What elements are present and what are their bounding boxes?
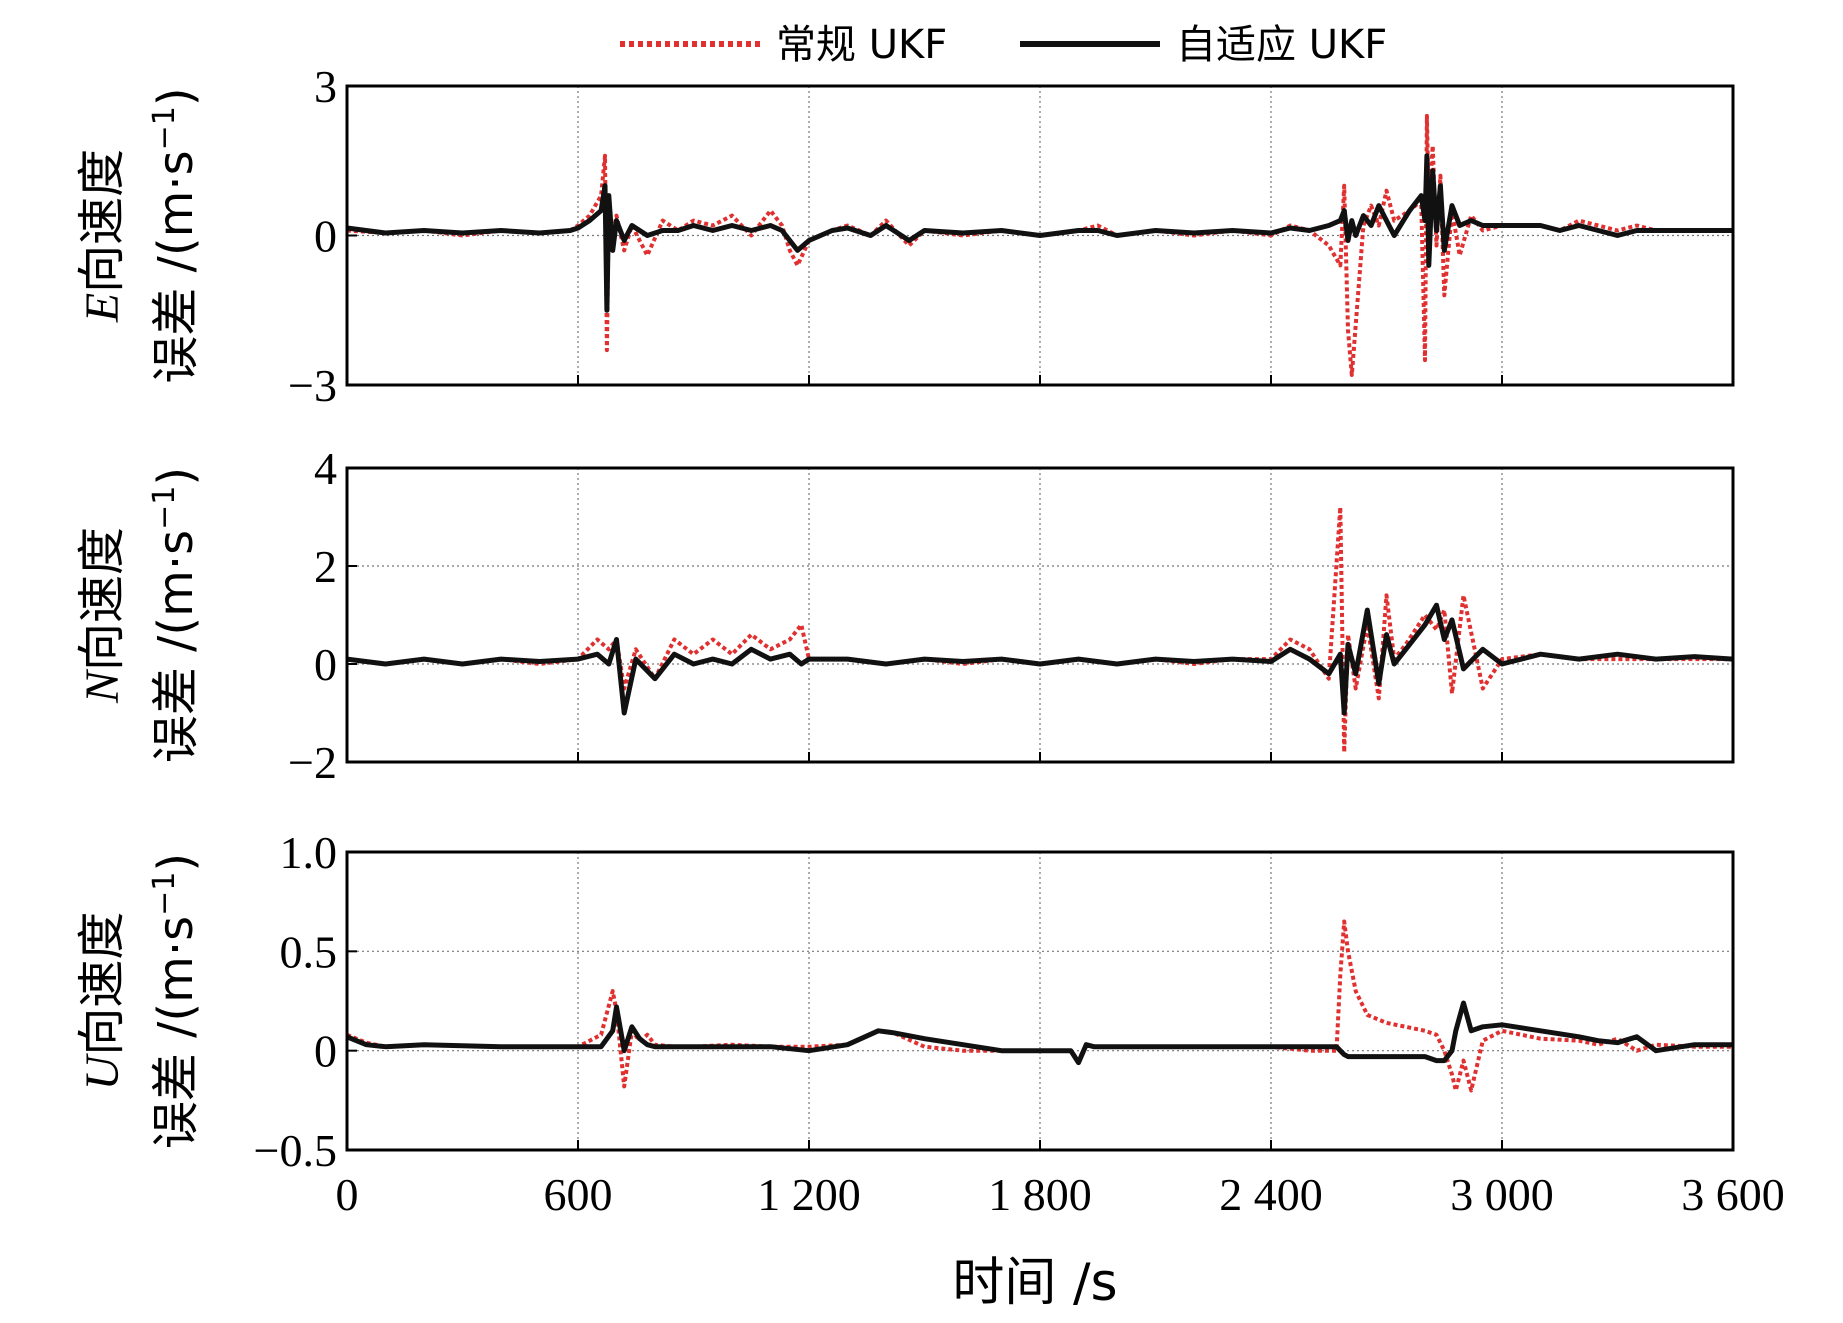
y-axis-label-line-1: U向速度 <box>74 912 130 1091</box>
y-tick-label: 4 <box>314 443 337 494</box>
x-tick-label: 1 200 <box>757 1169 861 1220</box>
y-tick-label: 0 <box>314 211 337 262</box>
panel-2: −2 0 2 4 N向速度 误差 /(m·s−1) <box>74 443 1735 788</box>
legend-label-series-2: 自适应 UKF <box>1176 22 1387 68</box>
y-tick-label: −3 <box>288 360 337 411</box>
y-axis-label-line-2: 误差 /(m·s−1) <box>147 467 204 763</box>
x-tick-label: 3 000 <box>1450 1169 1554 1220</box>
y-tick-label: −0.5 <box>254 1125 337 1176</box>
legend-label-series-1: 常规 UKF <box>776 22 947 68</box>
x-tick-label: 3 600 <box>1681 1169 1785 1220</box>
y-tick-label: −2 <box>288 737 337 788</box>
y-axis-label: U向速度 误差 /(m·s−1) <box>74 853 204 1149</box>
y-tick-label: 0.5 <box>280 926 338 977</box>
y-tick-label: 0 <box>314 639 337 690</box>
y-axis-label-line-2: 误差 /(m·s−1) <box>147 87 204 383</box>
panel-3: −0.500.51.00 600 1 200 1 800 2 400 3 000 3 600… <box>74 827 1785 1220</box>
x-tick-label: 1 800 <box>988 1169 1092 1220</box>
y-axis-label-line-1: E向速度 <box>74 149 130 323</box>
x-tick-label: 2 400 <box>1219 1169 1323 1220</box>
plot-frame <box>345 850 1735 1152</box>
y-tick-label: 0 <box>314 1026 337 1077</box>
y-axis-label-line-2: 误差 /(m·s−1) <box>147 853 204 1149</box>
series-line-2 <box>346 1000 1733 1066</box>
panel-1: −3 0 3 E向速度 误差 /(m·s−1) <box>74 61 1735 411</box>
y-tick-label: 3 <box>314 61 337 112</box>
x-axis-label: 时间 /s <box>952 1253 1117 1313</box>
legend: 常规 UKF 自适应 UKF <box>620 22 1387 68</box>
series-line-2 <box>346 602 1734 716</box>
x-tick-label: 0 <box>336 1169 359 1220</box>
y-axis-label-line-1: N向速度 <box>74 527 130 704</box>
y-axis-label: E向速度 误差 /(m·s−1) <box>74 87 204 383</box>
series-line-1 <box>346 919 1733 1093</box>
y-axis-label: N向速度 误差 /(m·s−1) <box>74 467 204 763</box>
x-tick-label: 600 <box>544 1169 613 1220</box>
y-tick-label: 1.0 <box>280 827 338 878</box>
y-tick-label: 2 <box>314 541 337 592</box>
series-line-2 <box>346 153 1733 313</box>
